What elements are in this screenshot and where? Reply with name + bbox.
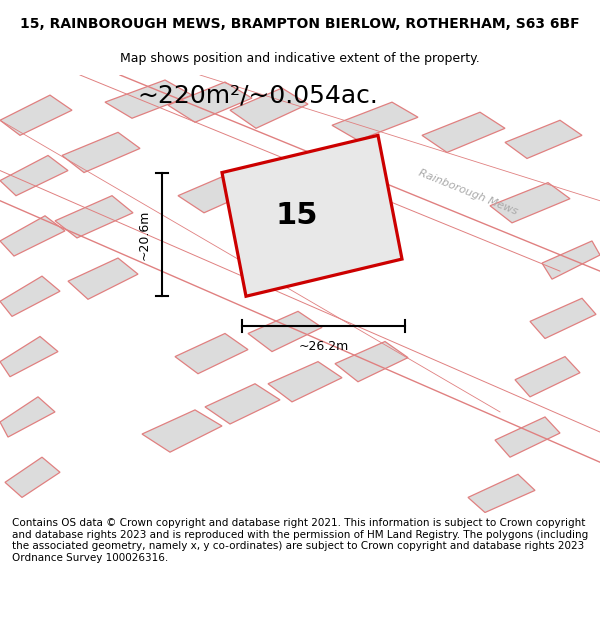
Polygon shape [175,334,248,374]
Polygon shape [105,80,192,118]
Polygon shape [0,95,72,136]
Polygon shape [62,132,140,173]
Polygon shape [332,102,418,141]
Polygon shape [178,173,258,213]
Polygon shape [542,241,600,279]
Text: 15, RAINBOROUGH MEWS, BRAMPTON BIERLOW, ROTHERHAM, S63 6BF: 15, RAINBOROUGH MEWS, BRAMPTON BIERLOW, … [20,17,580,31]
Polygon shape [495,417,560,457]
Polygon shape [505,120,582,159]
Polygon shape [68,258,138,299]
Polygon shape [530,298,596,339]
Text: ~220m²/~0.054ac.: ~220m²/~0.054ac. [137,83,379,107]
Polygon shape [142,410,222,452]
Text: Contains OS data © Crown copyright and database right 2021. This information is : Contains OS data © Crown copyright and d… [12,518,588,563]
Text: ~26.2m: ~26.2m [298,340,349,353]
Polygon shape [0,156,68,196]
Polygon shape [222,136,402,296]
Polygon shape [422,112,505,152]
Text: Rainborough Mews: Rainborough Mews [417,168,519,217]
Polygon shape [248,311,322,352]
Text: ~20.6m: ~20.6m [137,209,151,259]
Polygon shape [268,362,342,402]
Polygon shape [0,397,55,437]
Polygon shape [490,182,570,223]
Polygon shape [205,384,280,424]
Polygon shape [515,357,580,397]
Polygon shape [0,216,65,256]
Polygon shape [335,341,408,382]
Polygon shape [5,457,60,498]
Polygon shape [168,82,252,122]
Polygon shape [55,196,133,238]
Polygon shape [0,276,60,316]
Text: Map shows position and indicative extent of the property.: Map shows position and indicative extent… [120,52,480,65]
Polygon shape [230,88,308,128]
Polygon shape [468,474,535,512]
Polygon shape [0,336,58,377]
Text: 15: 15 [276,201,318,230]
